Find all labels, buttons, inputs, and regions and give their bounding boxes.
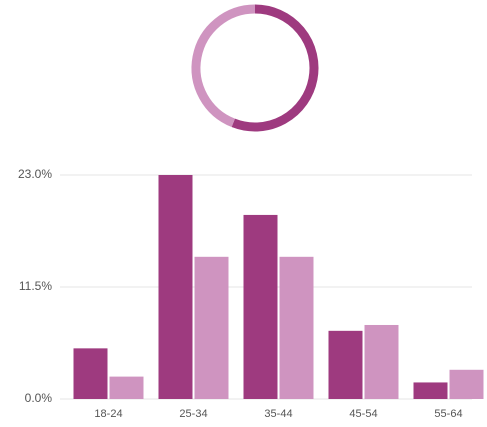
bar bbox=[158, 175, 193, 399]
bar bbox=[279, 256, 314, 399]
x-tick-label: 55-64 bbox=[434, 408, 462, 420]
bar bbox=[109, 376, 144, 399]
bar bbox=[328, 330, 363, 399]
y-tick-label: 0.0% bbox=[25, 391, 53, 405]
donut-segment bbox=[231, 4, 319, 132]
bar bbox=[194, 256, 229, 399]
bar bbox=[413, 382, 448, 399]
x-tick-label: 45-54 bbox=[349, 408, 377, 420]
bar bbox=[364, 324, 399, 399]
bar bbox=[73, 348, 108, 399]
bar bbox=[243, 214, 278, 399]
x-tick-label: 25-34 bbox=[179, 408, 207, 420]
x-tick-label: 35-44 bbox=[264, 408, 292, 420]
y-tick-label: 11.5% bbox=[19, 279, 52, 293]
donut-segment bbox=[191, 4, 256, 128]
x-tick-label: 18-24 bbox=[94, 408, 122, 420]
y-tick-label: 23.0% bbox=[18, 167, 52, 181]
bar bbox=[449, 369, 484, 399]
